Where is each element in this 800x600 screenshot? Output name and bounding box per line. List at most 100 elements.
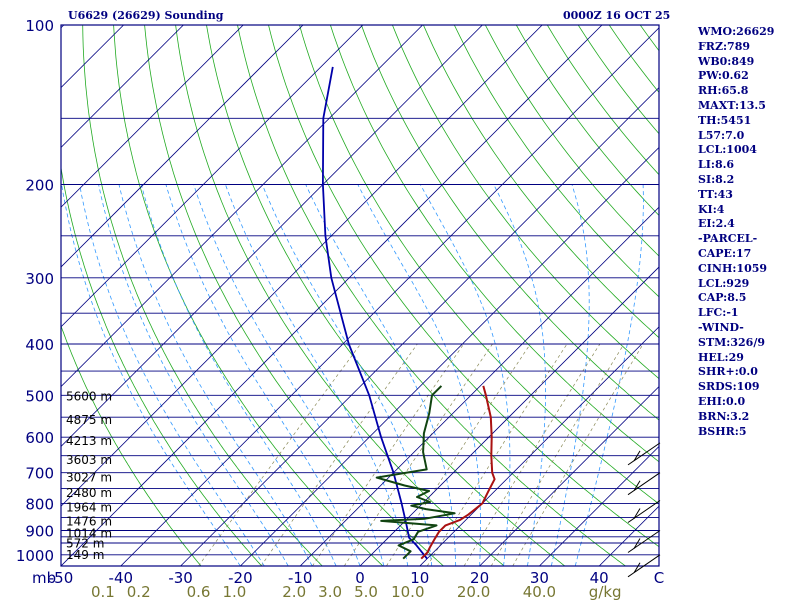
moist-adiabat: [61, 184, 241, 566]
height-label: 4875 m: [66, 413, 112, 427]
moist-adiabat: [357, 184, 481, 566]
mixing-ratio-label: 40.0: [523, 583, 556, 600]
height-label: 4213 m: [66, 434, 112, 448]
moist-adiabat: [493, 184, 546, 566]
stat-item: MAXT:13.5: [698, 98, 766, 112]
temperature-tick-label: -20: [228, 569, 253, 587]
wind-barb: [627, 554, 661, 578]
moist-adiabat: [305, 184, 457, 566]
temperature-tick-label: -50: [49, 569, 74, 587]
height-label: 1476 m: [66, 514, 112, 528]
mixing-ratio-label: 1.0: [222, 583, 246, 600]
stat-item: PW:0.62: [698, 69, 749, 83]
stat-item: SHR+:0.0: [698, 365, 758, 379]
mixing-ratio-label: 20.0: [457, 583, 490, 600]
temperature-tick-label: -30: [168, 569, 193, 587]
mixing-ratio-line: [426, 343, 568, 566]
stat-item: SI:8.2: [698, 172, 735, 186]
stat-item: WMO:26629: [698, 25, 775, 38]
pressure-tick-label: 600: [25, 429, 54, 447]
stat-item: LFC:-1: [698, 306, 739, 320]
dry-adiabat: [361, 25, 659, 421]
pressure-tick-label: 400: [25, 336, 54, 354]
wind-barb: [627, 442, 661, 466]
isotherm: [61, 25, 543, 507]
parcel-path-line: [321, 66, 428, 560]
moist-adiabat: [225, 184, 409, 566]
isotherm: [61, 25, 304, 268]
mixing-ratio-label: 0.1: [91, 583, 115, 600]
stat-item: TT:43: [698, 187, 733, 201]
mixing-ratio-line: [512, 343, 644, 566]
height-label: 572 m: [66, 537, 104, 551]
temperature-tick-label: 30: [530, 569, 549, 587]
stat-item: LCL:929: [698, 276, 750, 290]
pressure-tick-label: 100: [25, 17, 54, 35]
sounding-profiles: [321, 66, 496, 560]
temperature-tick-label: 40: [590, 569, 609, 587]
pressure-tick-label: 900: [25, 523, 54, 541]
mixing-ratio-line: [260, 343, 418, 566]
dry-adiabat: [82, 25, 323, 566]
stat-item: RH:65.8: [698, 84, 749, 98]
moist-adiabat: [261, 184, 433, 566]
mixing-ratio-label: 2.0: [282, 583, 306, 600]
dewpoint-line: [375, 385, 456, 560]
isotherm: [61, 25, 423, 388]
stat-item: -PARCEL-: [698, 232, 758, 246]
isotherm: [61, 25, 65, 29]
mixing-ratio-label: 3.0: [318, 583, 342, 600]
height-label: 3027 m: [66, 470, 112, 484]
mixing-ratio-label: 0.6: [187, 583, 211, 600]
isotherm: [61, 25, 244, 208]
temperature-tick-label: -40: [109, 569, 134, 587]
isotherm: [61, 25, 364, 328]
grid-lines: [0, 25, 659, 566]
isotherm: [120, 27, 659, 566]
wind-barb: [627, 472, 661, 496]
temperature-tick-label: -10: [288, 569, 313, 587]
height-label: 2480 m: [66, 486, 112, 500]
pressure-tick-label: 800: [25, 495, 54, 513]
dry-adiabat: [144, 25, 444, 566]
mixing-ratio-label: 10.0: [391, 583, 424, 600]
dry-adiabat: [453, 25, 659, 298]
stat-item: CAP:8.5: [698, 291, 747, 305]
stat-item: HEL:29: [698, 350, 744, 364]
mixing-ratio-label: 0.2: [127, 583, 151, 600]
stat-item: TH:5451: [698, 113, 752, 127]
mixing-ratio-line: [386, 343, 531, 566]
isotherm: [180, 87, 659, 566]
moist-adiabat: [118, 184, 313, 566]
stat-item: CAPE:17: [698, 246, 752, 260]
dry-adiabat: [484, 25, 659, 257]
temperature-tick-label: 20: [470, 569, 489, 587]
moist-adiabat: [419, 184, 511, 566]
stat-item: BSHR:5: [698, 424, 747, 438]
temperature-line: [420, 385, 496, 560]
isotherm: [0, 25, 4, 566]
moist-adiabat: [574, 184, 644, 566]
isotherm: [61, 25, 184, 148]
wind-barb: [627, 530, 661, 553]
temperature-tick-label: 0: [355, 569, 365, 587]
dry-adiabat: [61, 165, 262, 566]
mixing-ratio-label: g/kg: [589, 583, 622, 600]
stat-item: EHI:0.0: [698, 394, 746, 408]
pressure-tick-label: 300: [25, 270, 54, 288]
isotherm: [539, 445, 659, 566]
dry-adiabat: [392, 25, 659, 380]
stat-item: -WIND-: [698, 320, 744, 334]
moist-adiabat: [165, 184, 361, 566]
station-title: U6629 (26629) Sounding: [68, 9, 224, 22]
dry-adiabat: [113, 25, 384, 566]
moist-adiabat: [140, 184, 337, 566]
moist-adiabat: [98, 184, 289, 566]
plot-frame: [60, 24, 660, 567]
stat-item: FRZ:789: [698, 39, 751, 53]
isotherm: [419, 326, 659, 566]
temperature-tick-label: 10: [410, 569, 429, 587]
stats-panel: WMO:26629 FRZ:789 WB0:849 PW:0.62 RH:65.8 MAX…: [698, 25, 774, 439]
stat-item: WB0:849: [698, 54, 755, 68]
